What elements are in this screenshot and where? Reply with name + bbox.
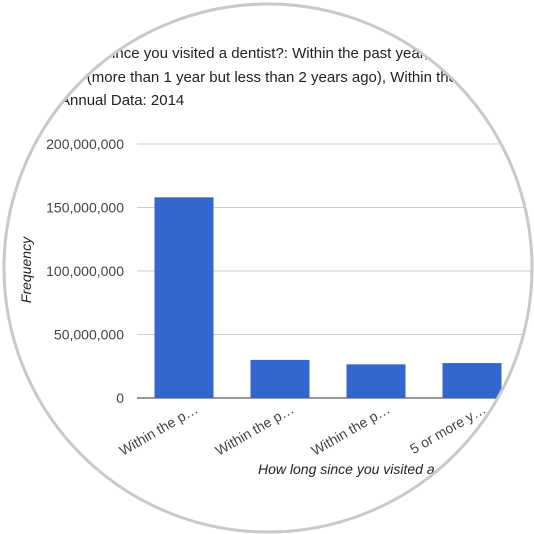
bar[interactable] — [154, 197, 214, 398]
y-axis-title: Frequency — [18, 236, 34, 303]
y-axis-ticks: 0 50,000,000 100,000,000 150,000,000 200,000… — [46, 136, 124, 406]
y-tick-label: 100,000,000 — [46, 263, 124, 279]
units-text: : How long since you visited a dentist?:… — [30, 45, 429, 62]
units-continuation: Within the past 2 years (more than 1 yea… — [0, 69, 534, 86]
y-tick-label: 0 — [116, 390, 124, 406]
bar[interactable] — [442, 363, 502, 398]
x-axis-title: How long since you visited a dentist? — [258, 461, 488, 477]
bars — [154, 197, 502, 398]
y-tick-label: 200,000,000 — [46, 136, 124, 152]
y-tick-label: 50,000,000 — [54, 327, 124, 343]
annual-data-label: Annual Data: 2014 — [60, 92, 184, 109]
bar[interactable] — [250, 359, 310, 398]
chart-title: How long since you visited a dentist? — [0, 12, 140, 29]
units-line: Units: How long since you visited a dent… — [0, 45, 428, 62]
y-tick-label: 150,000,000 — [46, 200, 124, 216]
units-label: Units — [0, 45, 30, 62]
bar[interactable] — [346, 364, 406, 398]
